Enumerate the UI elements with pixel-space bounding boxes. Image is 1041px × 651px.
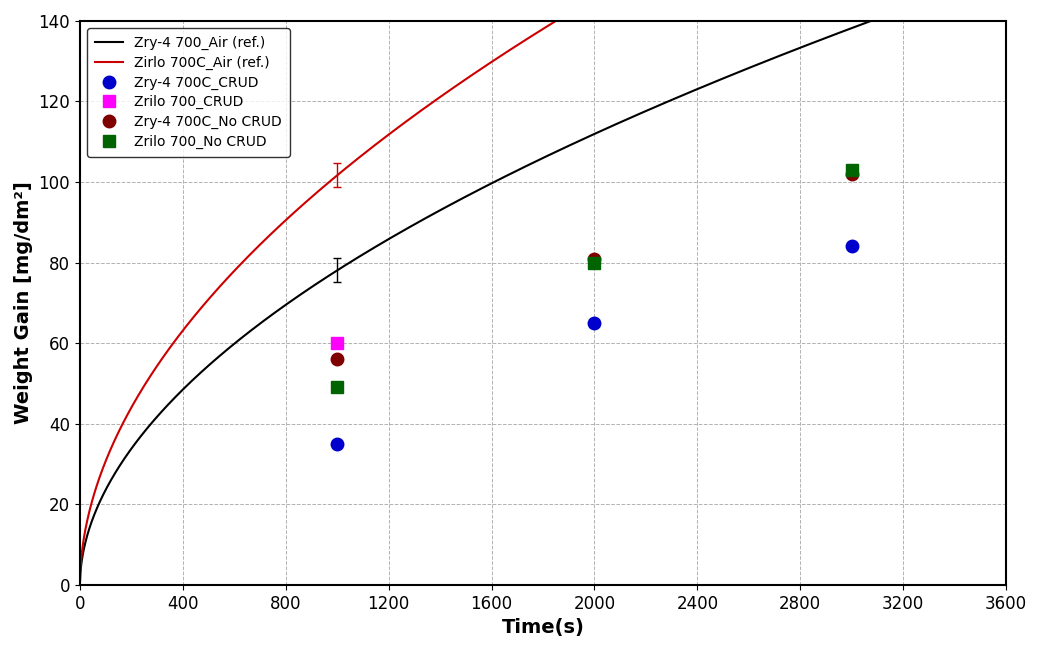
Line: Zry-4 700C_No CRUD: Zry-4 700C_No CRUD: [331, 168, 858, 365]
Zirlo 700C_Air (ref.): [428, 98, 440, 105]
Zry-4 700C_No CRUD: [588, 255, 601, 262]
Zry-4 700C_No CRUD: [331, 355, 344, 363]
Zry-4 700C_CRUD: [845, 243, 858, 251]
Zry-4 700C_CRUD: [331, 440, 344, 448]
Zry-4 700_Air (ref.): [242, 329, 254, 337]
X-axis label: Time(s): Time(s): [502, 618, 584, 637]
Zrilo 700_No CRUD: [588, 258, 601, 266]
Legend: Zry-4 700_Air (ref.), Zirlo 700C_Air (ref.), Zry-4 700C_CRUD, Zrilo 700_CRUD, Zr: Zry-4 700_Air (ref.), Zirlo 700C_Air (re…: [86, 28, 290, 157]
Zry-4 700C_CRUD: [588, 319, 601, 327]
Y-axis label: Weight Gain [mg/dm²]: Weight Gain [mg/dm²]: [14, 182, 33, 424]
Zry-4 700_Air (ref.): [676, 92, 688, 100]
Zry-4 700_Air (ref.): [835, 28, 847, 36]
Zry-4 700_Air (ref.): [74, 581, 86, 589]
Zrilo 700_No CRUD: [845, 166, 858, 174]
Zry-4 700_Air (ref.): [765, 55, 778, 63]
Line: Zirlo 700C_Air (ref.): Zirlo 700C_Air (ref.): [80, 0, 1006, 585]
Zry-4 700C_No CRUD: [845, 170, 858, 178]
Zry-4 700_Air (ref.): [629, 112, 641, 120]
Zry-4 700_Air (ref.): [428, 210, 440, 217]
Line: Zrilo 700_No CRUD: Zrilo 700_No CRUD: [331, 163, 858, 394]
Zirlo 700C_Air (ref.): [74, 581, 86, 589]
Line: Zry-4 700C_CRUD: Zry-4 700C_CRUD: [331, 240, 858, 450]
Zirlo 700C_Air (ref.): [242, 253, 254, 260]
Line: Zry-4 700_Air (ref.): Zry-4 700_Air (ref.): [80, 0, 1006, 585]
Zrilo 700_No CRUD: [331, 383, 344, 391]
